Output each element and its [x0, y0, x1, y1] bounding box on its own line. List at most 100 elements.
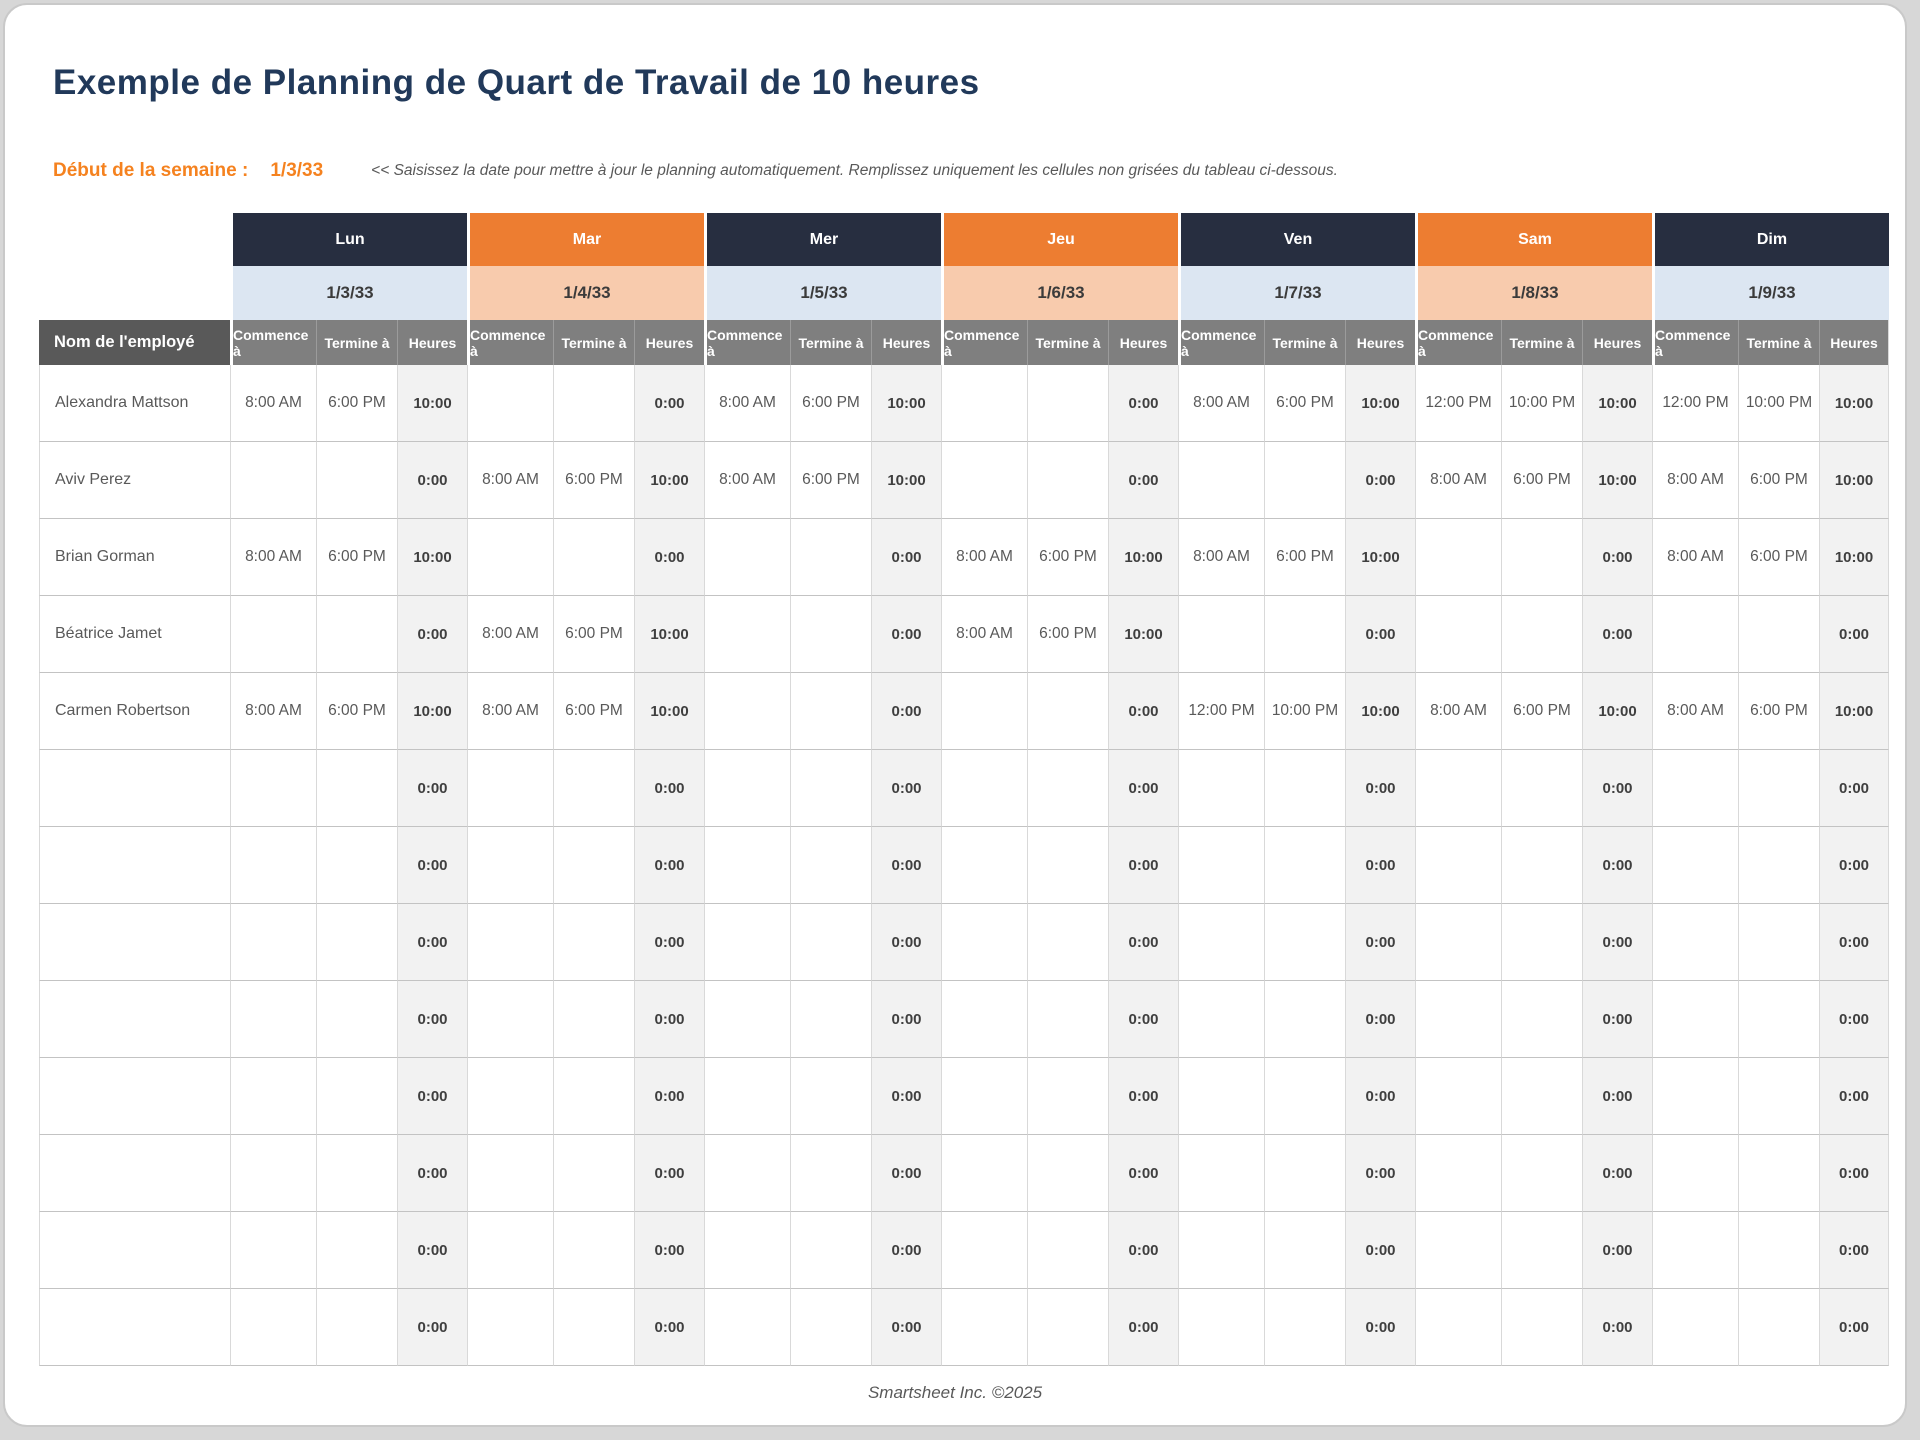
end-time-cell[interactable] — [1264, 1289, 1345, 1366]
employee-name-cell[interactable] — [39, 827, 230, 904]
end-time-cell[interactable] — [1027, 365, 1108, 442]
end-time-cell[interactable] — [553, 981, 634, 1058]
start-time-cell[interactable] — [230, 1289, 316, 1366]
start-time-cell[interactable] — [704, 1058, 790, 1135]
start-time-cell[interactable] — [704, 1212, 790, 1289]
end-time-cell[interactable] — [553, 1058, 634, 1135]
employee-name-cell[interactable] — [39, 1212, 230, 1289]
start-time-cell[interactable] — [1652, 981, 1738, 1058]
start-time-cell[interactable] — [1415, 1058, 1501, 1135]
start-time-cell[interactable] — [230, 827, 316, 904]
start-time-cell[interactable] — [1652, 596, 1738, 673]
start-time-cell[interactable] — [1652, 904, 1738, 981]
start-time-cell[interactable] — [1415, 1135, 1501, 1212]
start-time-cell[interactable] — [1178, 1135, 1264, 1212]
end-time-cell[interactable] — [316, 1058, 397, 1135]
end-time-cell[interactable] — [790, 904, 871, 981]
start-time-cell[interactable] — [230, 750, 316, 827]
start-time-cell[interactable] — [230, 596, 316, 673]
start-time-cell[interactable] — [1415, 750, 1501, 827]
end-time-cell[interactable] — [316, 904, 397, 981]
end-time-cell[interactable] — [1501, 827, 1582, 904]
end-time-cell[interactable] — [553, 904, 634, 981]
start-time-cell[interactable] — [230, 442, 316, 519]
end-time-cell[interactable] — [316, 827, 397, 904]
start-time-cell[interactable] — [704, 1135, 790, 1212]
end-time-cell[interactable] — [1264, 1058, 1345, 1135]
end-time-cell[interactable]: 6:00 PM — [790, 365, 871, 442]
end-time-cell[interactable] — [553, 1135, 634, 1212]
end-time-cell[interactable] — [1501, 1058, 1582, 1135]
start-time-cell[interactable]: 8:00 AM — [1652, 519, 1738, 596]
start-time-cell[interactable] — [941, 904, 1027, 981]
end-time-cell[interactable]: 10:00 PM — [1501, 365, 1582, 442]
end-time-cell[interactable]: 6:00 PM — [1738, 673, 1819, 750]
end-time-cell[interactable] — [553, 519, 634, 596]
end-time-cell[interactable] — [316, 981, 397, 1058]
end-time-cell[interactable] — [316, 750, 397, 827]
end-time-cell[interactable] — [1027, 442, 1108, 519]
employee-name-cell[interactable] — [39, 981, 230, 1058]
end-time-cell[interactable] — [790, 827, 871, 904]
employee-name-cell[interactable]: Carmen Robertson — [39, 673, 230, 750]
start-time-cell[interactable]: 8:00 AM — [1415, 442, 1501, 519]
end-time-cell[interactable] — [316, 442, 397, 519]
end-time-cell[interactable] — [1738, 596, 1819, 673]
start-time-cell[interactable] — [1415, 1289, 1501, 1366]
start-time-cell[interactable] — [467, 1058, 553, 1135]
end-time-cell[interactable] — [1264, 904, 1345, 981]
end-time-cell[interactable] — [553, 1212, 634, 1289]
end-time-cell[interactable] — [1738, 750, 1819, 827]
employee-name-cell[interactable] — [39, 750, 230, 827]
end-time-cell[interactable] — [1738, 1289, 1819, 1366]
start-time-cell[interactable]: 12:00 PM — [1178, 673, 1264, 750]
start-time-cell[interactable] — [1178, 1289, 1264, 1366]
end-time-cell[interactable] — [1264, 596, 1345, 673]
start-time-cell[interactable]: 8:00 AM — [941, 519, 1027, 596]
end-time-cell[interactable] — [1501, 596, 1582, 673]
start-time-cell[interactable] — [1652, 1135, 1738, 1212]
start-time-cell[interactable]: 8:00 AM — [230, 365, 316, 442]
end-time-cell[interactable]: 6:00 PM — [1501, 442, 1582, 519]
end-time-cell[interactable] — [1027, 1135, 1108, 1212]
end-time-cell[interactable]: 6:00 PM — [1027, 596, 1108, 673]
end-time-cell[interactable] — [1027, 1289, 1108, 1366]
start-time-cell[interactable]: 8:00 AM — [1178, 365, 1264, 442]
start-time-cell[interactable] — [704, 750, 790, 827]
end-time-cell[interactable] — [316, 1135, 397, 1212]
start-time-cell[interactable] — [467, 365, 553, 442]
start-time-cell[interactable] — [467, 1212, 553, 1289]
start-time-cell[interactable] — [1652, 750, 1738, 827]
start-time-cell[interactable] — [230, 904, 316, 981]
start-time-cell[interactable] — [1652, 1212, 1738, 1289]
start-time-cell[interactable] — [704, 1289, 790, 1366]
start-time-cell[interactable]: 8:00 AM — [1652, 442, 1738, 519]
start-time-cell[interactable] — [941, 673, 1027, 750]
end-time-cell[interactable]: 6:00 PM — [1264, 519, 1345, 596]
start-time-cell[interactable] — [1652, 1058, 1738, 1135]
start-time-cell[interactable] — [1415, 519, 1501, 596]
start-time-cell[interactable] — [941, 981, 1027, 1058]
end-time-cell[interactable]: 6:00 PM — [553, 442, 634, 519]
start-time-cell[interactable] — [1415, 1212, 1501, 1289]
start-time-cell[interactable] — [941, 827, 1027, 904]
end-time-cell[interactable] — [1738, 1135, 1819, 1212]
end-time-cell[interactable] — [1738, 1058, 1819, 1135]
start-time-cell[interactable] — [230, 1135, 316, 1212]
start-time-cell[interactable] — [1178, 1212, 1264, 1289]
start-time-cell[interactable] — [1178, 904, 1264, 981]
end-time-cell[interactable] — [316, 596, 397, 673]
start-time-cell[interactable] — [1178, 750, 1264, 827]
start-time-cell[interactable] — [704, 673, 790, 750]
end-time-cell[interactable] — [790, 1212, 871, 1289]
end-time-cell[interactable] — [316, 1289, 397, 1366]
start-time-cell[interactable] — [941, 1135, 1027, 1212]
end-time-cell[interactable] — [1501, 1289, 1582, 1366]
start-time-cell[interactable] — [467, 750, 553, 827]
start-time-cell[interactable] — [1415, 981, 1501, 1058]
start-time-cell[interactable] — [230, 1058, 316, 1135]
employee-name-cell[interactable]: Aviv Perez — [39, 442, 230, 519]
start-time-cell[interactable] — [230, 1212, 316, 1289]
start-time-cell[interactable]: 8:00 AM — [704, 442, 790, 519]
start-time-cell[interactable] — [467, 1135, 553, 1212]
